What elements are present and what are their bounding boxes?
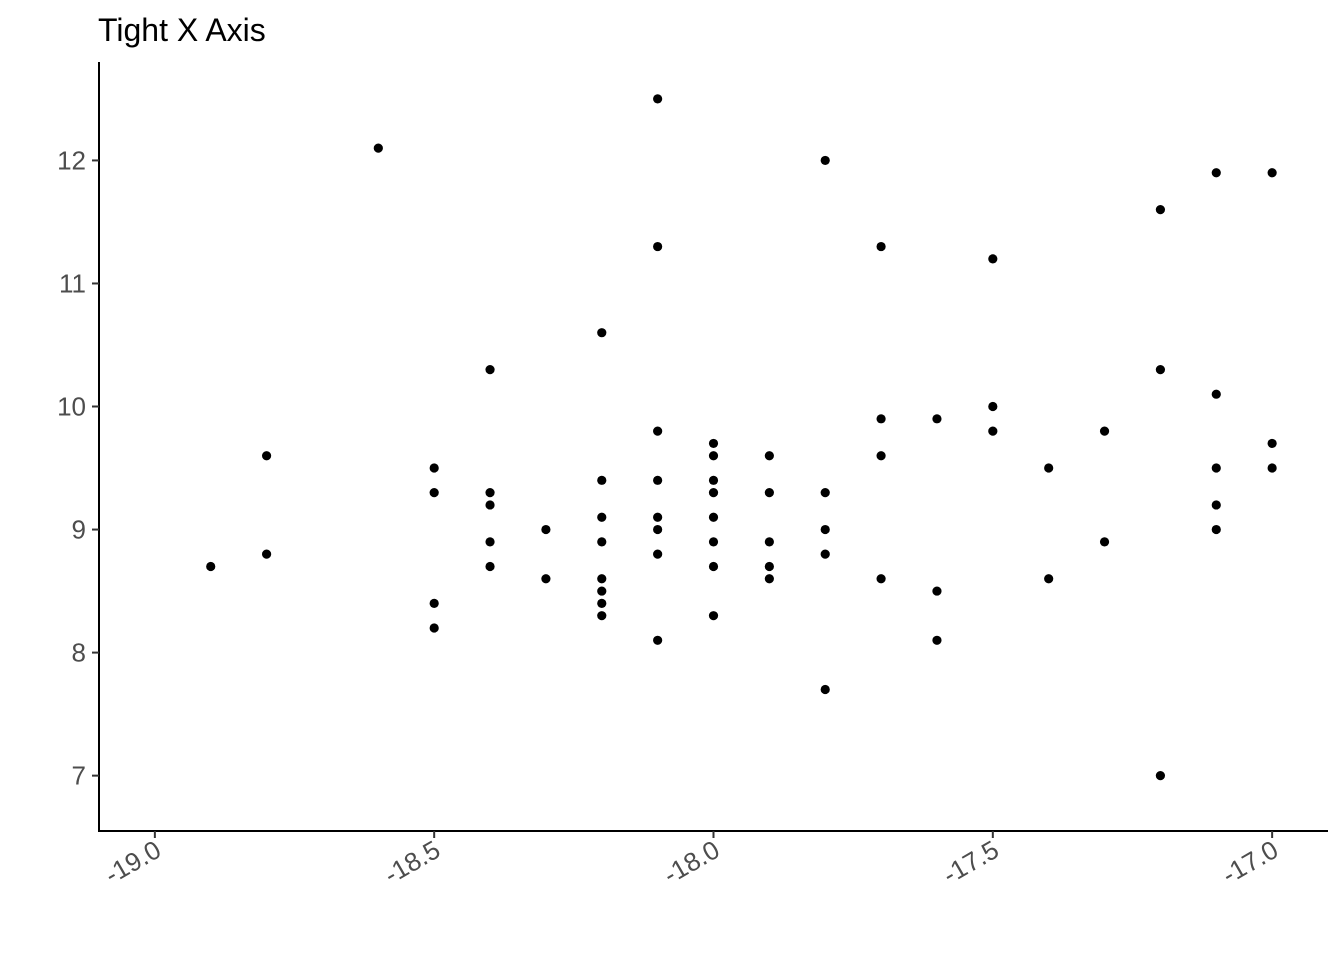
data-point [764, 574, 774, 584]
axes-layer: 7 8 9 10 11 12 -19.0 -18.5 -18.0 -17.5 -17.0 [57, 62, 1328, 890]
y-tick-label: 8 [72, 638, 86, 668]
data-point [708, 537, 719, 547]
points-layer [206, 94, 1277, 781]
data-point [1155, 365, 1166, 375]
data-point [261, 549, 272, 559]
data-point [597, 512, 607, 522]
data-point [1211, 389, 1221, 399]
data-point [1211, 524, 1221, 535]
x-tick-label: -18.0 [658, 834, 724, 890]
data-point [988, 401, 998, 412]
data-point [597, 611, 607, 621]
data-point [653, 524, 663, 535]
data-point [485, 561, 495, 572]
data-point [764, 537, 774, 547]
data-point [597, 598, 607, 608]
data-point [653, 512, 663, 522]
data-point [1267, 438, 1277, 449]
y-tick-label: 12 [57, 145, 86, 175]
data-point [429, 488, 439, 498]
data-point [541, 574, 551, 584]
x-tick-label: -17.5 [937, 834, 1003, 890]
data-point [708, 611, 719, 621]
data-point [597, 475, 607, 485]
data-point [988, 426, 998, 436]
data-point [1267, 463, 1277, 473]
data-point [820, 155, 830, 166]
data-point [1211, 463, 1221, 473]
data-point [820, 549, 830, 559]
data-point [485, 500, 495, 510]
x-tick-label: -18.5 [379, 834, 445, 890]
data-point [932, 414, 942, 424]
data-point [485, 488, 495, 498]
data-point [653, 635, 663, 645]
data-point [932, 586, 942, 596]
data-point [708, 488, 719, 498]
data-point [597, 574, 607, 584]
y-tick-label: 7 [72, 761, 86, 791]
data-point [1267, 168, 1277, 178]
data-point [1044, 463, 1054, 473]
data-point [373, 143, 383, 153]
data-point [708, 475, 719, 485]
y-tick-label: 11 [59, 268, 86, 298]
data-point [653, 426, 663, 436]
chart-title: Tight X Axis [98, 12, 266, 48]
data-point [708, 438, 719, 449]
data-point [653, 94, 663, 104]
data-point [876, 451, 886, 461]
data-point [876, 241, 886, 252]
data-point [653, 549, 663, 559]
data-point [764, 561, 774, 572]
y-tick-label: 10 [57, 392, 86, 422]
data-point [1044, 574, 1054, 584]
data-point [708, 512, 719, 522]
data-point [485, 365, 495, 375]
data-point [764, 451, 774, 461]
y-tick-label: 9 [72, 515, 86, 545]
x-tick-label: -17.0 [1217, 834, 1283, 890]
data-point [820, 488, 830, 498]
data-point [988, 254, 998, 264]
x-tick-label: -19.0 [100, 834, 166, 890]
data-point [653, 241, 663, 252]
data-point [820, 684, 830, 695]
data-point [429, 463, 439, 473]
data-point [1211, 168, 1221, 178]
data-point [764, 488, 774, 498]
data-point [1155, 205, 1166, 215]
data-point [708, 561, 719, 572]
data-point [597, 586, 607, 596]
data-point [932, 635, 942, 645]
data-point [1155, 771, 1166, 781]
data-point [597, 328, 607, 338]
data-point [1211, 500, 1221, 510]
data-point [597, 537, 607, 547]
data-point [876, 574, 886, 584]
data-point [429, 598, 439, 608]
data-point [653, 475, 663, 485]
data-point [1099, 426, 1110, 436]
data-point [541, 524, 551, 535]
data-point [1099, 537, 1110, 547]
data-point [876, 414, 886, 424]
data-point [261, 451, 272, 461]
data-point [708, 451, 719, 461]
data-point [429, 623, 439, 633]
data-point [206, 561, 216, 572]
data-point [820, 524, 830, 535]
data-point [485, 537, 495, 547]
